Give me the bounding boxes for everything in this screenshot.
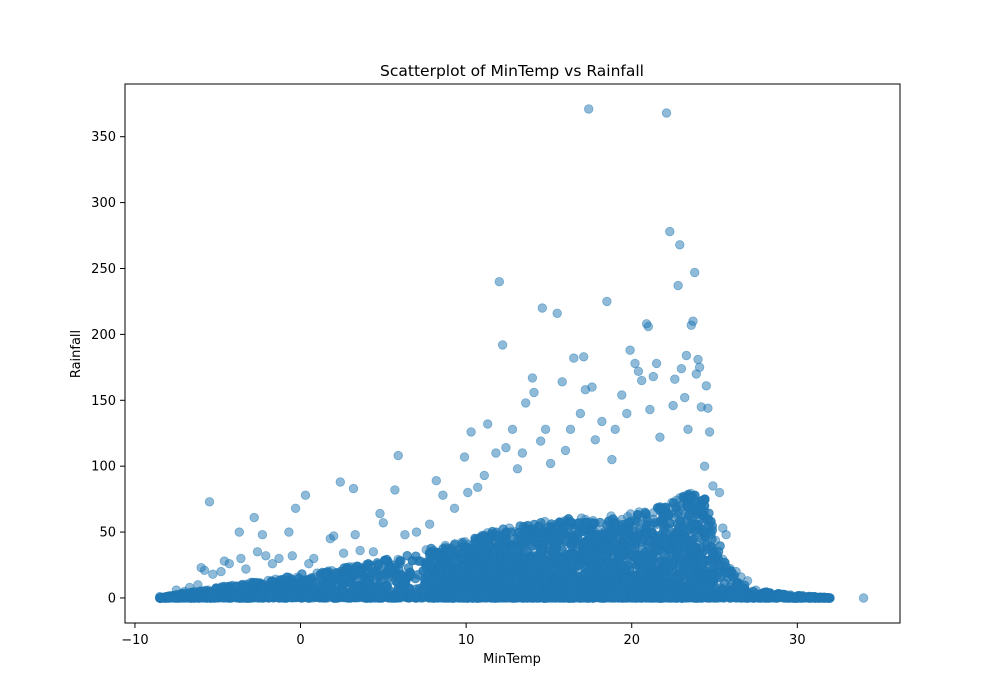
- points-layer: [155, 104, 869, 603]
- chart-title: Scatterplot of MinTemp vs Rainfall: [380, 62, 644, 80]
